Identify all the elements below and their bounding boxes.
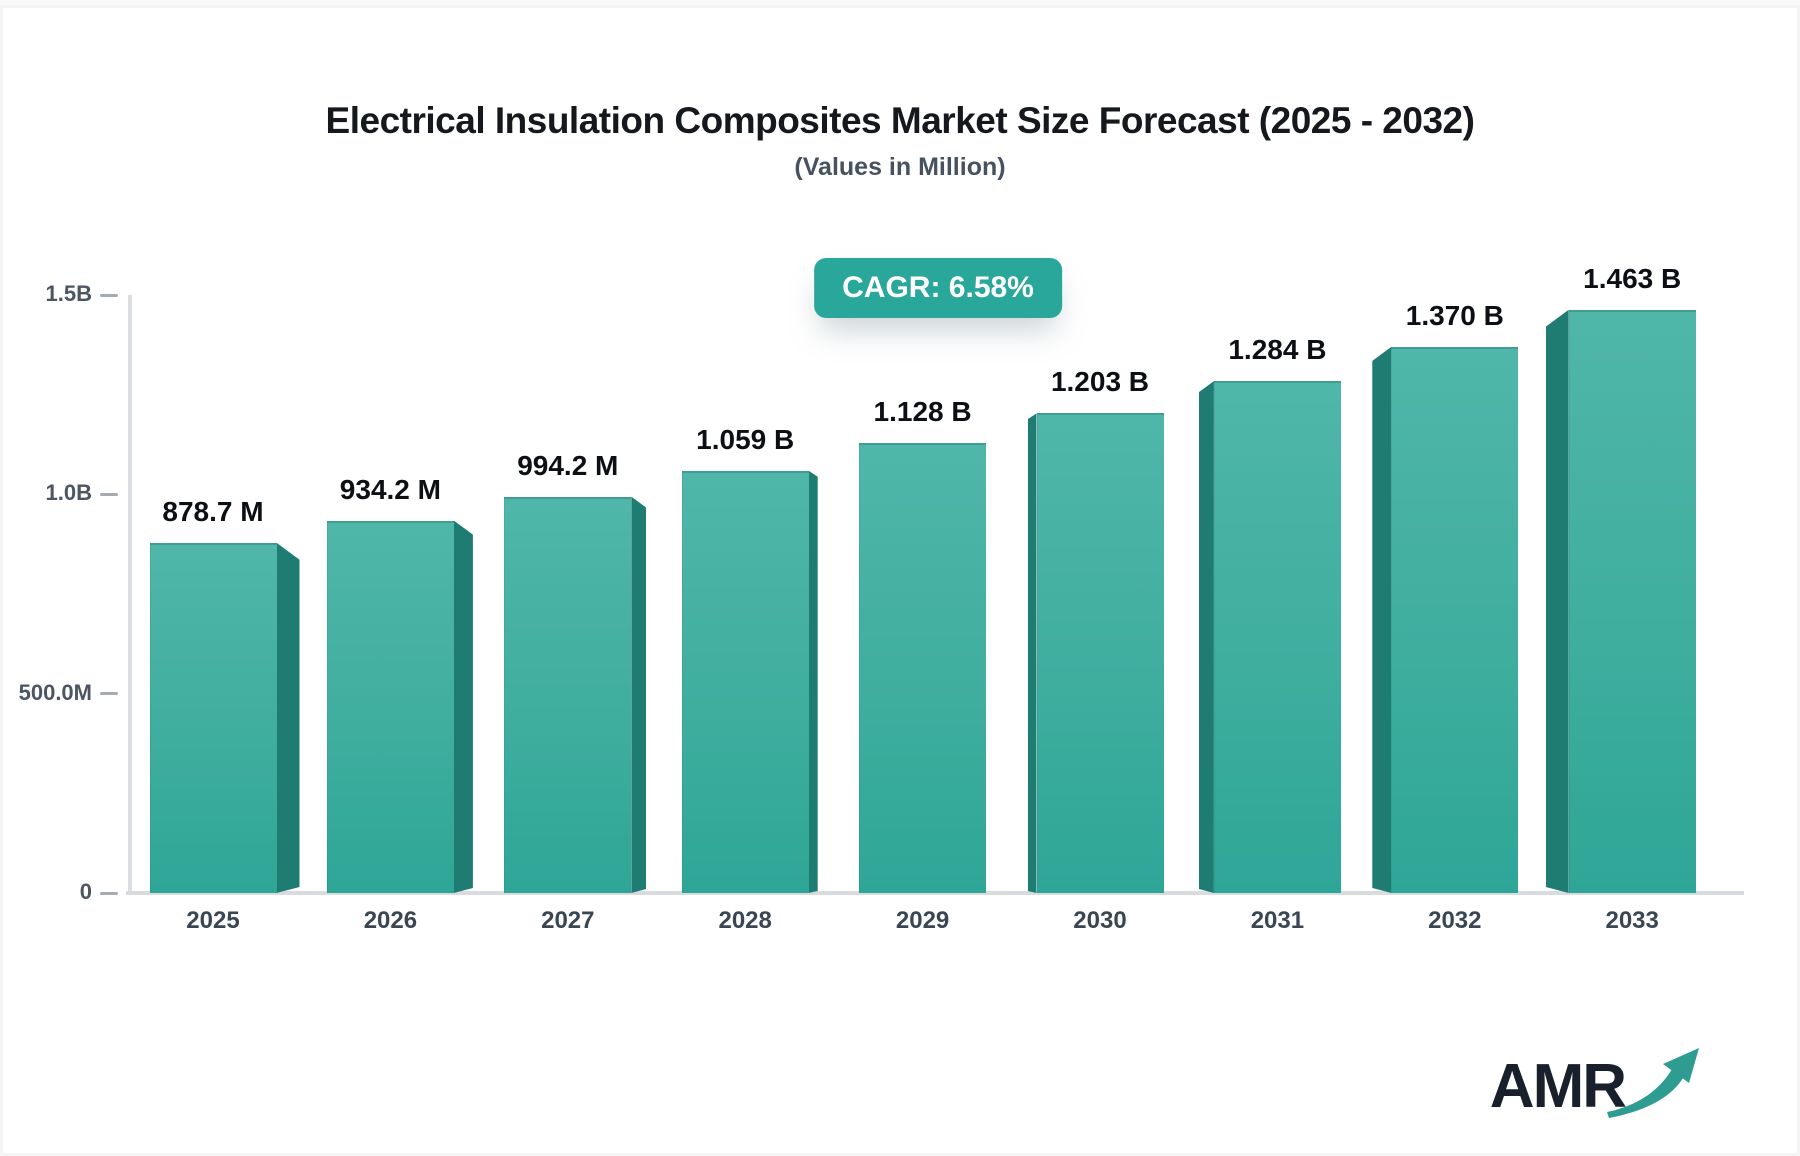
page-subtitle: (Values in Million) [794, 153, 1006, 181]
x-axis-category-label: 2025 [186, 907, 240, 934]
y-axis-tick-label: 1.0B [45, 480, 92, 506]
x-axis-category-label: 2031 [1250, 907, 1305, 934]
bar-side-face [1372, 347, 1391, 893]
bar-3d [149, 542, 300, 893]
y-axis-line [128, 295, 132, 895]
bar-3d [1028, 413, 1164, 893]
bar-value-label: 1.370 B [1405, 299, 1504, 331]
bar-front-face [1391, 346, 1519, 893]
y-axis-tick [100, 891, 118, 895]
bar-value-label: 1.059 B [696, 423, 795, 455]
plot-area: 1.5B 1.0B 500.0M 0 878.7 M 2025 934.2 M … [0, 5, 1800, 1156]
amr-logo: AMR [1490, 1038, 1705, 1118]
cagr-badge: CAGR: 6.58% [814, 258, 1062, 318]
bar-front-face [1568, 309, 1696, 893]
bar-value-label: 1.463 B [1583, 262, 1682, 294]
bar-side-face [454, 521, 473, 893]
bar-front-face [149, 542, 277, 893]
bar-value-label: 1.128 B [873, 396, 972, 428]
bar-3d [1199, 381, 1341, 893]
bar-3d [1372, 346, 1519, 893]
y-axis-tick-label: 1.5B [45, 281, 92, 306]
bar-side-face [277, 543, 300, 893]
amr-logo-text: AMR [1489, 1052, 1627, 1121]
bar-side-face [809, 471, 818, 893]
y-axis-tick [100, 692, 118, 696]
bar-front-face [326, 520, 454, 893]
x-axis-category-label: 2029 [895, 907, 950, 934]
bar-3d [1546, 309, 1696, 893]
bar-value-label: 934.2 M [339, 473, 441, 505]
bar-side-face [1199, 381, 1214, 893]
bar-3d [859, 443, 987, 893]
bar-value-label: 994.2 M [517, 449, 619, 481]
x-axis-line [126, 891, 1744, 895]
x-axis-category-label: 2026 [363, 907, 418, 934]
x-axis-category-label: 2033 [1605, 907, 1659, 934]
bar-front-face [681, 470, 809, 893]
bar-value-label: 1.284 B [1228, 334, 1327, 366]
growth-arrow-icon [1607, 1048, 1699, 1118]
x-axis-category-label: 2032 [1428, 907, 1482, 934]
bar-front-face [1213, 381, 1341, 893]
page-title: Electrical Insulation Composites Market … [325, 100, 1475, 141]
y-axis-tick-label: 500.0M [18, 679, 92, 705]
bar-3d [681, 470, 818, 893]
bar-3d [326, 520, 473, 893]
bar-side-face [1028, 413, 1037, 893]
bar-side-face [631, 497, 646, 893]
x-axis-category-label: 2030 [1073, 907, 1127, 934]
y-axis-tick [100, 293, 118, 297]
bar-value-label: 1.203 B [1050, 366, 1150, 398]
y-axis-tick-label: 0 [79, 879, 92, 904]
bar-3d [504, 496, 646, 893]
x-axis-category-label: 2027 [541, 907, 595, 934]
bar-front-face [859, 443, 987, 893]
bar-side-face [1546, 310, 1569, 893]
bar-front-face [1036, 413, 1164, 893]
x-axis-category-label: 2028 [718, 907, 772, 934]
y-axis-tick [100, 492, 118, 496]
bar-value-label: 878.7 M [162, 495, 264, 527]
bar-front-face [504, 496, 632, 893]
